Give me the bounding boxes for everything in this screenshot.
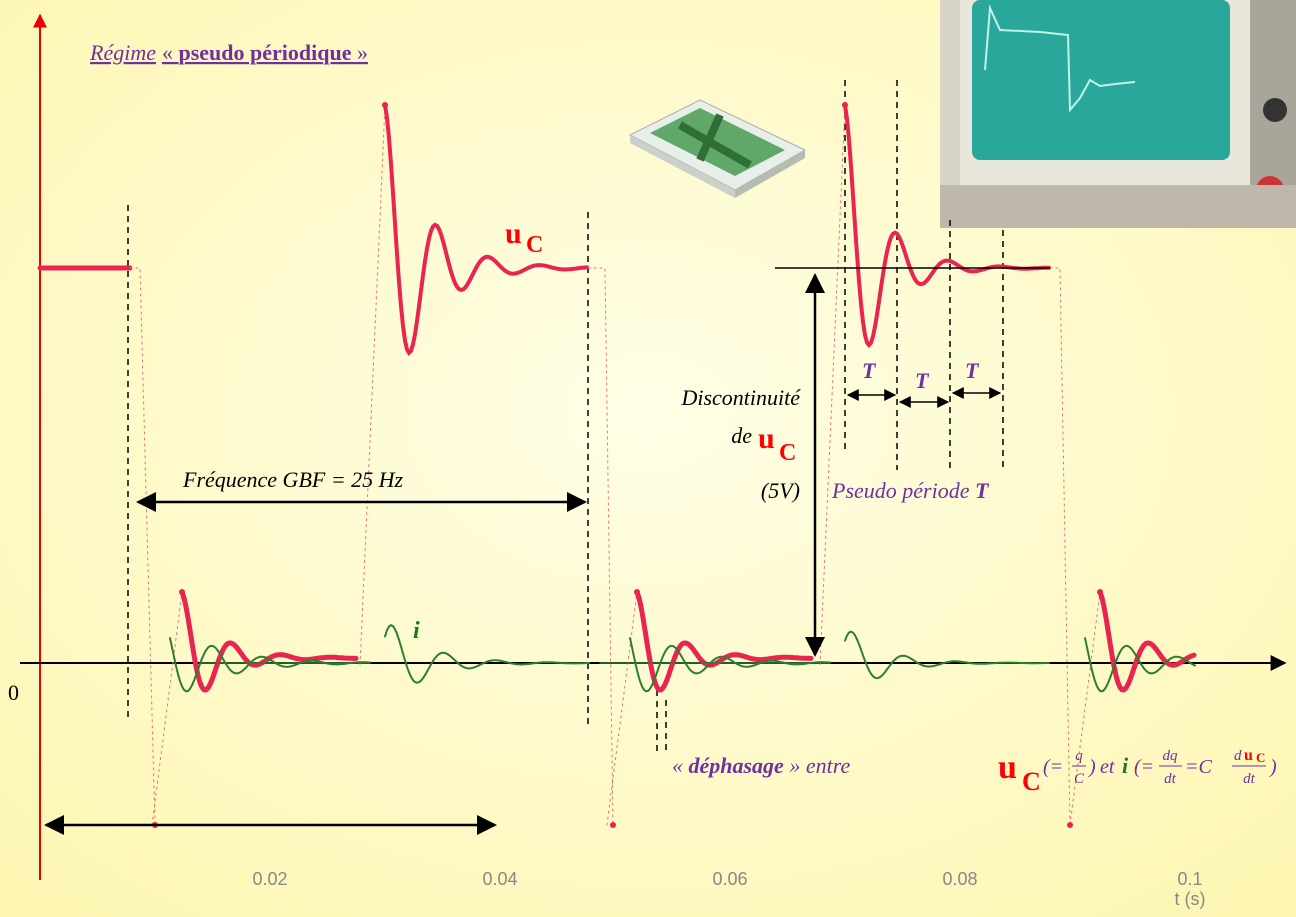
period-mark: T bbox=[862, 358, 877, 383]
diagram: Régime« pseudo périodique » u C Disconti… bbox=[0, 0, 1296, 917]
pseudo-period: Pseudo période T bbox=[831, 478, 990, 503]
discontinuity-text: Discontinuité bbox=[680, 385, 801, 410]
phase-text: ) bbox=[1088, 756, 1096, 778]
oscilloscope-photo bbox=[940, 0, 1296, 228]
trace-marker bbox=[179, 589, 185, 595]
phase-open: « bbox=[672, 753, 689, 778]
title-quote: » bbox=[351, 40, 368, 65]
title-bold: pseudo périodique bbox=[178, 40, 351, 65]
uc-symbol: u bbox=[505, 217, 522, 250]
frequency-label: Fréquence GBF = 25 Hz bbox=[182, 467, 404, 492]
uc-symbol: u bbox=[758, 422, 775, 455]
x-tick-label: 0.08 bbox=[942, 869, 977, 889]
phase-text: (= bbox=[1043, 756, 1063, 778]
fraction-num: u bbox=[1244, 747, 1253, 764]
uc-subscript: C bbox=[526, 232, 543, 258]
discontinuity-value: (5V) bbox=[761, 478, 800, 503]
fraction-den: dt bbox=[1164, 771, 1177, 787]
phase-word: déphasage bbox=[689, 753, 785, 778]
trace-marker bbox=[610, 822, 616, 828]
current-symbol: i bbox=[1122, 753, 1129, 778]
period-mark: T bbox=[915, 368, 930, 393]
trace-marker bbox=[382, 102, 388, 108]
phase-text: « déphasage » entre bbox=[672, 753, 850, 778]
page: Régime« pseudo périodique » u C Disconti… bbox=[0, 0, 1296, 917]
fraction-num: C bbox=[1256, 750, 1265, 765]
fraction-den: C bbox=[1074, 771, 1085, 787]
trace-marker bbox=[634, 589, 640, 595]
uc-subscript: C bbox=[779, 440, 796, 466]
phase-text: et bbox=[1100, 756, 1115, 778]
phase-text: =C bbox=[1185, 756, 1212, 778]
phase-text: ) bbox=[1269, 756, 1277, 778]
x-tick-label: 0.1 bbox=[1177, 869, 1202, 889]
title-quote: « bbox=[162, 40, 179, 65]
x-tick-label: 0.04 bbox=[482, 869, 517, 889]
title-italic: Régime bbox=[89, 40, 156, 65]
trace-marker bbox=[842, 102, 848, 108]
fraction-num: dq bbox=[1163, 748, 1179, 764]
uc-symbol: u bbox=[998, 749, 1017, 786]
pseudo-period-text: Pseudo période bbox=[831, 478, 970, 503]
uc-subscript: C bbox=[1022, 767, 1041, 796]
x-tick-label: 0.06 bbox=[712, 869, 747, 889]
trace-marker bbox=[1067, 822, 1073, 828]
x-axis-label: t (s) bbox=[1175, 889, 1206, 909]
pseudo-period-symbol: T bbox=[975, 478, 990, 503]
x-tick-label: 0.02 bbox=[252, 869, 287, 889]
phase-rest: » entre bbox=[784, 753, 851, 778]
origin-label: 0 bbox=[8, 680, 19, 705]
fraction-num: d bbox=[1234, 748, 1242, 764]
title: Régime« pseudo périodique » bbox=[89, 40, 368, 65]
discontinuity-text: de bbox=[731, 423, 752, 448]
phase-text: (= bbox=[1134, 756, 1154, 778]
trace-marker bbox=[1097, 589, 1103, 595]
period-mark: T bbox=[965, 358, 980, 383]
fraction-den: dt bbox=[1243, 771, 1256, 787]
current-label: i bbox=[413, 618, 420, 644]
fraction-num: q bbox=[1075, 748, 1083, 764]
